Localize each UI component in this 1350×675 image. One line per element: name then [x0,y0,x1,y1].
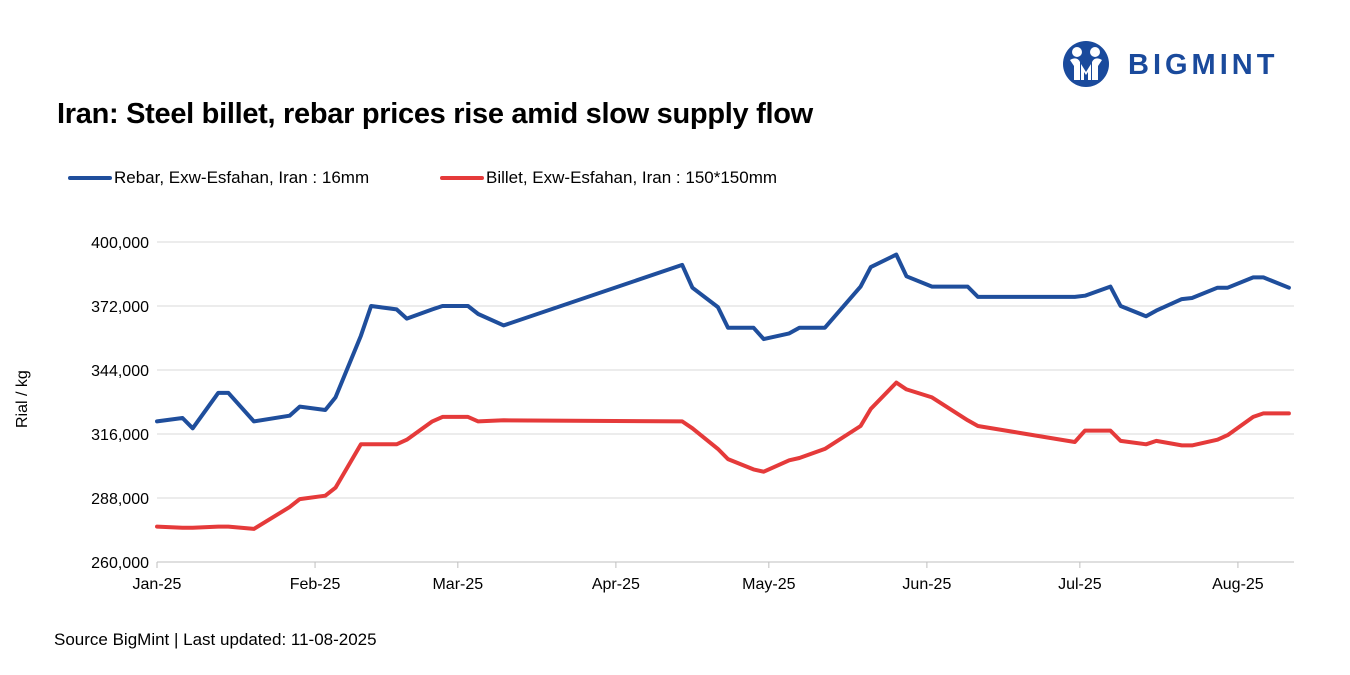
x-tick-label: Jan-25 [133,576,182,593]
y-tick-label: 344,000 [91,363,149,380]
x-tick-label: Jun-25 [902,576,951,593]
logo-text: BIGMINT [1128,49,1279,81]
y-tick-label: 316,000 [91,427,149,444]
x-tick-label: Feb-25 [290,576,341,593]
brand-logo: BIGMINT [1060,40,1335,88]
x-tick-label: Apr-25 [592,576,640,593]
chart-title: Iran: Steel billet, rebar prices rise am… [57,98,813,130]
legend-label-rebar: Rebar, Exw-Esfahan, Iran : 16mm [114,168,370,187]
x-tick-label: Aug-25 [1212,576,1264,593]
y-tick-label: 400,000 [91,235,149,252]
legend-swatch-rebar [68,176,112,180]
y-tick-label: 260,000 [91,555,149,572]
legend-swatch-billet [440,176,484,180]
x-tick-label: Jul-25 [1058,576,1102,593]
source-note: Source BigMint | Last updated: 11-08-202… [54,630,377,649]
x-tick-label: Mar-25 [432,576,483,593]
x-tick-label: May-25 [742,576,795,593]
logo-mark-icon [1063,41,1109,87]
y-tick-label: 372,000 [91,299,149,316]
series-line-billet [155,380,1291,531]
series-line-rebar [155,252,1291,431]
legend-label-billet: Billet, Exw-Esfahan, Iran : 150*150mm [486,168,778,187]
y-tick-label: 288,000 [91,491,149,508]
